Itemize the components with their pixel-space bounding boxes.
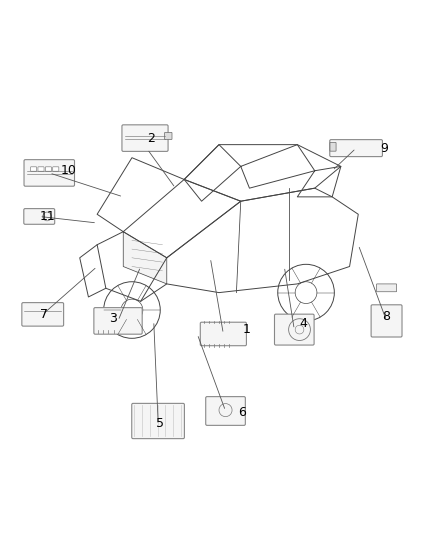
FancyBboxPatch shape	[275, 314, 314, 345]
Text: 3: 3	[109, 312, 117, 325]
Text: 2: 2	[148, 132, 155, 144]
FancyBboxPatch shape	[330, 142, 336, 151]
FancyBboxPatch shape	[46, 167, 51, 171]
FancyBboxPatch shape	[206, 397, 245, 425]
FancyBboxPatch shape	[31, 167, 37, 171]
FancyBboxPatch shape	[200, 322, 247, 346]
FancyBboxPatch shape	[330, 140, 382, 157]
FancyBboxPatch shape	[165, 133, 172, 140]
FancyBboxPatch shape	[24, 160, 74, 186]
Text: 5: 5	[156, 417, 164, 430]
FancyBboxPatch shape	[22, 303, 64, 326]
Text: 10: 10	[61, 164, 77, 177]
Text: 7: 7	[40, 308, 48, 321]
FancyBboxPatch shape	[371, 305, 402, 337]
FancyBboxPatch shape	[122, 125, 168, 151]
Text: 11: 11	[39, 210, 55, 223]
FancyBboxPatch shape	[38, 167, 44, 171]
Text: 6: 6	[239, 406, 247, 419]
Polygon shape	[123, 232, 167, 284]
FancyBboxPatch shape	[132, 403, 184, 439]
FancyBboxPatch shape	[53, 167, 59, 171]
Text: 1: 1	[243, 323, 251, 336]
Text: 9: 9	[381, 142, 389, 156]
FancyBboxPatch shape	[377, 284, 396, 292]
FancyBboxPatch shape	[24, 208, 55, 224]
Text: 8: 8	[381, 310, 390, 323]
FancyBboxPatch shape	[94, 308, 142, 334]
Text: 4: 4	[300, 317, 307, 329]
